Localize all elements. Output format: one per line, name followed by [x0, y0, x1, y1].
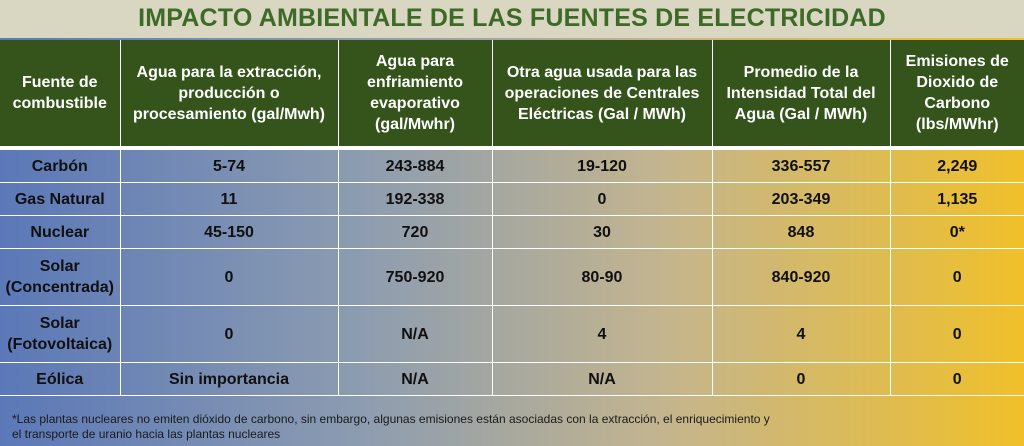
footnote: *Las plantas nucleares no emiten dióxido…	[12, 412, 770, 441]
table-cell: Sin importancia	[120, 362, 339, 396]
table-cell: 0	[712, 362, 891, 396]
table-cell: 4	[492, 305, 713, 363]
table-row: Nuclear 45-150 720 30 848 0*	[0, 215, 1024, 249]
fuel-cell: Eólica	[0, 362, 121, 396]
table-cell: 0	[120, 248, 339, 306]
table-cell: 30	[492, 215, 713, 249]
table-cell: 1,135	[890, 182, 1024, 216]
table-cell: 243-884	[338, 148, 493, 183]
table-cell: 0	[492, 182, 713, 216]
table-cell: N/A	[338, 362, 493, 396]
table-cell: 0	[890, 362, 1024, 396]
table-cell: 848	[712, 215, 891, 249]
header-row: Fuente de combustible Agua para la extra…	[0, 40, 1024, 150]
table-cell: 0	[890, 248, 1024, 306]
fuel-cell: Gas Natural	[0, 182, 121, 216]
table-cell: 0	[890, 305, 1024, 363]
table-cell: 19-120	[492, 148, 713, 183]
table-row: Eólica Sin importancia N/A N/A 0 0	[0, 362, 1024, 396]
fuel-cell: Nuclear	[0, 215, 121, 249]
table-cell: 2,249	[890, 148, 1024, 183]
table-cell: 203-349	[712, 182, 891, 216]
table-cell: 45-150	[120, 215, 339, 249]
table-cell: 0	[120, 305, 339, 363]
header-other-water: Otra agua usada para las operaciones de …	[492, 40, 713, 150]
page-title: IMPACTO AMBIENTALE DE LAS FUENTES DE ELE…	[138, 4, 886, 32]
table-row: Carbón 5-74 243-884 19-120 336-557 2,249	[0, 148, 1024, 183]
impact-table: Fuente de combustible Agua para la extra…	[0, 40, 1024, 396]
title-bar	[0, 0, 1024, 38]
table-cell: 750-920	[338, 248, 493, 306]
table-cell: 80-90	[492, 248, 713, 306]
table-row: Solar (Concentrada) 0 750-920 80-90 840-…	[0, 248, 1024, 306]
table-cell: 0*	[890, 215, 1024, 249]
header-extraction-water: Agua para la extracción, producción o pr…	[120, 40, 339, 150]
fuel-cell: Solar (Fotovoltaica)	[0, 305, 121, 363]
table-cell: N/A	[492, 362, 713, 396]
table-row: Solar (Fotovoltaica) 0 N/A 4 4 0	[0, 305, 1024, 363]
table-cell: 11	[120, 182, 339, 216]
fuel-cell: Solar (Concentrada)	[0, 248, 121, 306]
table-cell: N/A	[338, 305, 493, 363]
header-total-intensity: Promedio de la Intensidad Total del Agua…	[712, 40, 891, 150]
fuel-cell: Carbón	[0, 148, 121, 183]
table-cell: 336-557	[712, 148, 891, 183]
table-cell: 5-74	[120, 148, 339, 183]
table-cell: 4	[712, 305, 891, 363]
header-cooling-water: Agua para enfriamiento evaporativo (gal/…	[338, 40, 493, 150]
header-co2-emissions: Emisiones de Dioxido de Carbono (lbs/MWh…	[890, 40, 1024, 150]
table-cell: 720	[338, 215, 493, 249]
table-cell: 840-920	[712, 248, 891, 306]
header-fuel: Fuente de combustible	[0, 40, 121, 150]
table-row: Gas Natural 11 192-338 0 203-349 1,135	[0, 182, 1024, 216]
table-cell: 192-338	[338, 182, 493, 216]
